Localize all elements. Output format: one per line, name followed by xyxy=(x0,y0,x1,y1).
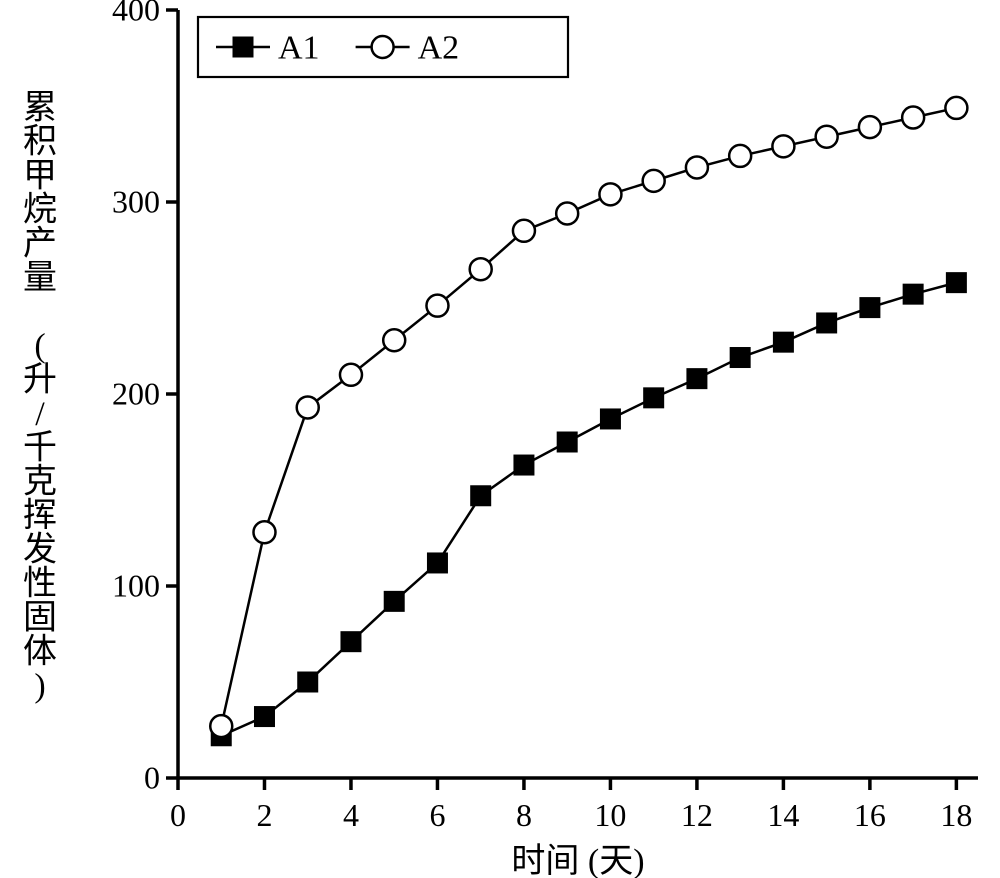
marker-A1 xyxy=(946,273,966,293)
marker-A1 xyxy=(730,348,750,368)
marker-A1 xyxy=(687,369,707,389)
y-tick-label: 300 xyxy=(112,184,160,220)
x-axis-label: 时间 (天) xyxy=(511,843,644,878)
marker-A2 xyxy=(210,715,232,737)
y-axis-label-char: 发 xyxy=(23,531,57,569)
marker-A2 xyxy=(729,145,751,167)
marker-A1 xyxy=(427,553,447,573)
marker-A1 xyxy=(298,672,318,692)
marker-A1 xyxy=(903,284,923,304)
marker-A1 xyxy=(600,409,620,429)
y-axis-label-char: 固 xyxy=(23,600,57,637)
marker-A2 xyxy=(253,521,275,543)
y-axis-label-char: ) xyxy=(34,668,45,705)
legend-label-A2: A2 xyxy=(418,29,460,66)
y-axis-label-char: ( xyxy=(34,328,45,365)
marker-A2 xyxy=(859,116,881,138)
y-axis-label-char: 量 xyxy=(23,260,57,297)
series-line-A2 xyxy=(221,108,956,726)
y-axis-label-char: 体 xyxy=(23,634,57,671)
marker-A2 xyxy=(340,364,362,386)
x-tick-label: 2 xyxy=(256,797,272,833)
y-tick-label: 200 xyxy=(112,376,160,412)
y-tick-label: 400 xyxy=(112,0,160,28)
y-axis-label-char: 性 xyxy=(23,565,57,603)
x-tick-label: 0 xyxy=(170,797,186,833)
marker-A2 xyxy=(297,396,319,418)
y-axis-label-char: 升 xyxy=(23,362,57,399)
marker-A1 xyxy=(817,313,837,333)
marker-A2 xyxy=(372,36,394,58)
marker-A1 xyxy=(514,455,534,475)
marker-A1 xyxy=(471,486,491,506)
x-tick-label: 14 xyxy=(767,797,799,833)
y-axis-label-char: 甲 xyxy=(23,158,57,195)
marker-A1 xyxy=(233,37,253,57)
marker-A1 xyxy=(557,432,577,452)
marker-A2 xyxy=(643,170,665,192)
marker-A2 xyxy=(945,97,967,119)
y-axis-label-char: 挥 xyxy=(23,497,57,535)
series-line-A1 xyxy=(221,283,956,736)
marker-A1 xyxy=(773,332,793,352)
chart-container: 0 2 4 6 8 10 12 14 16 18 0 100 200 300 400 时间 (天) 累积甲烷产量… xyxy=(0,0,1000,878)
x-tick-label: 8 xyxy=(516,797,532,833)
marker-A2 xyxy=(902,107,924,129)
marker-A1 xyxy=(860,298,880,318)
y-tick-label: 100 xyxy=(112,568,160,604)
marker-A2 xyxy=(599,183,621,205)
marker-A2 xyxy=(426,295,448,317)
y-axis-label-char: 产 xyxy=(23,225,57,263)
x-tick-label: 10 xyxy=(594,797,626,833)
marker-A2 xyxy=(686,156,708,178)
x-tick-label: 4 xyxy=(343,797,359,833)
marker-A2 xyxy=(513,220,535,242)
x-tick-label: 12 xyxy=(681,797,713,833)
marker-A2 xyxy=(556,203,578,225)
marker-A2 xyxy=(772,135,794,157)
x-tick-label: 16 xyxy=(854,797,886,833)
marker-A1 xyxy=(341,632,361,652)
marker-A2 xyxy=(816,126,838,148)
x-tick-label: 6 xyxy=(429,797,445,833)
marker-A2 xyxy=(470,258,492,280)
marker-A1 xyxy=(384,591,404,611)
marker-A1 xyxy=(254,707,274,727)
y-axis-label-char: 积 xyxy=(23,124,57,161)
y-axis-label-char: 千 xyxy=(23,430,57,467)
marker-A2 xyxy=(383,329,405,351)
y-axis-label-char: 克 xyxy=(23,464,57,501)
y-axis-label-char: / xyxy=(35,396,45,433)
y-axis-label-char: 烷 xyxy=(23,191,57,229)
marker-A1 xyxy=(644,388,664,408)
legend-label-A1: A1 xyxy=(278,29,320,66)
chart-svg: 0 2 4 6 8 10 12 14 16 18 0 100 200 300 400 时间 (天) 累积甲烷产量… xyxy=(0,0,1000,878)
x-tick-label: 18 xyxy=(940,797,972,833)
y-tick-label: 0 xyxy=(144,760,160,796)
y-axis-label-char: 累 xyxy=(23,90,57,127)
